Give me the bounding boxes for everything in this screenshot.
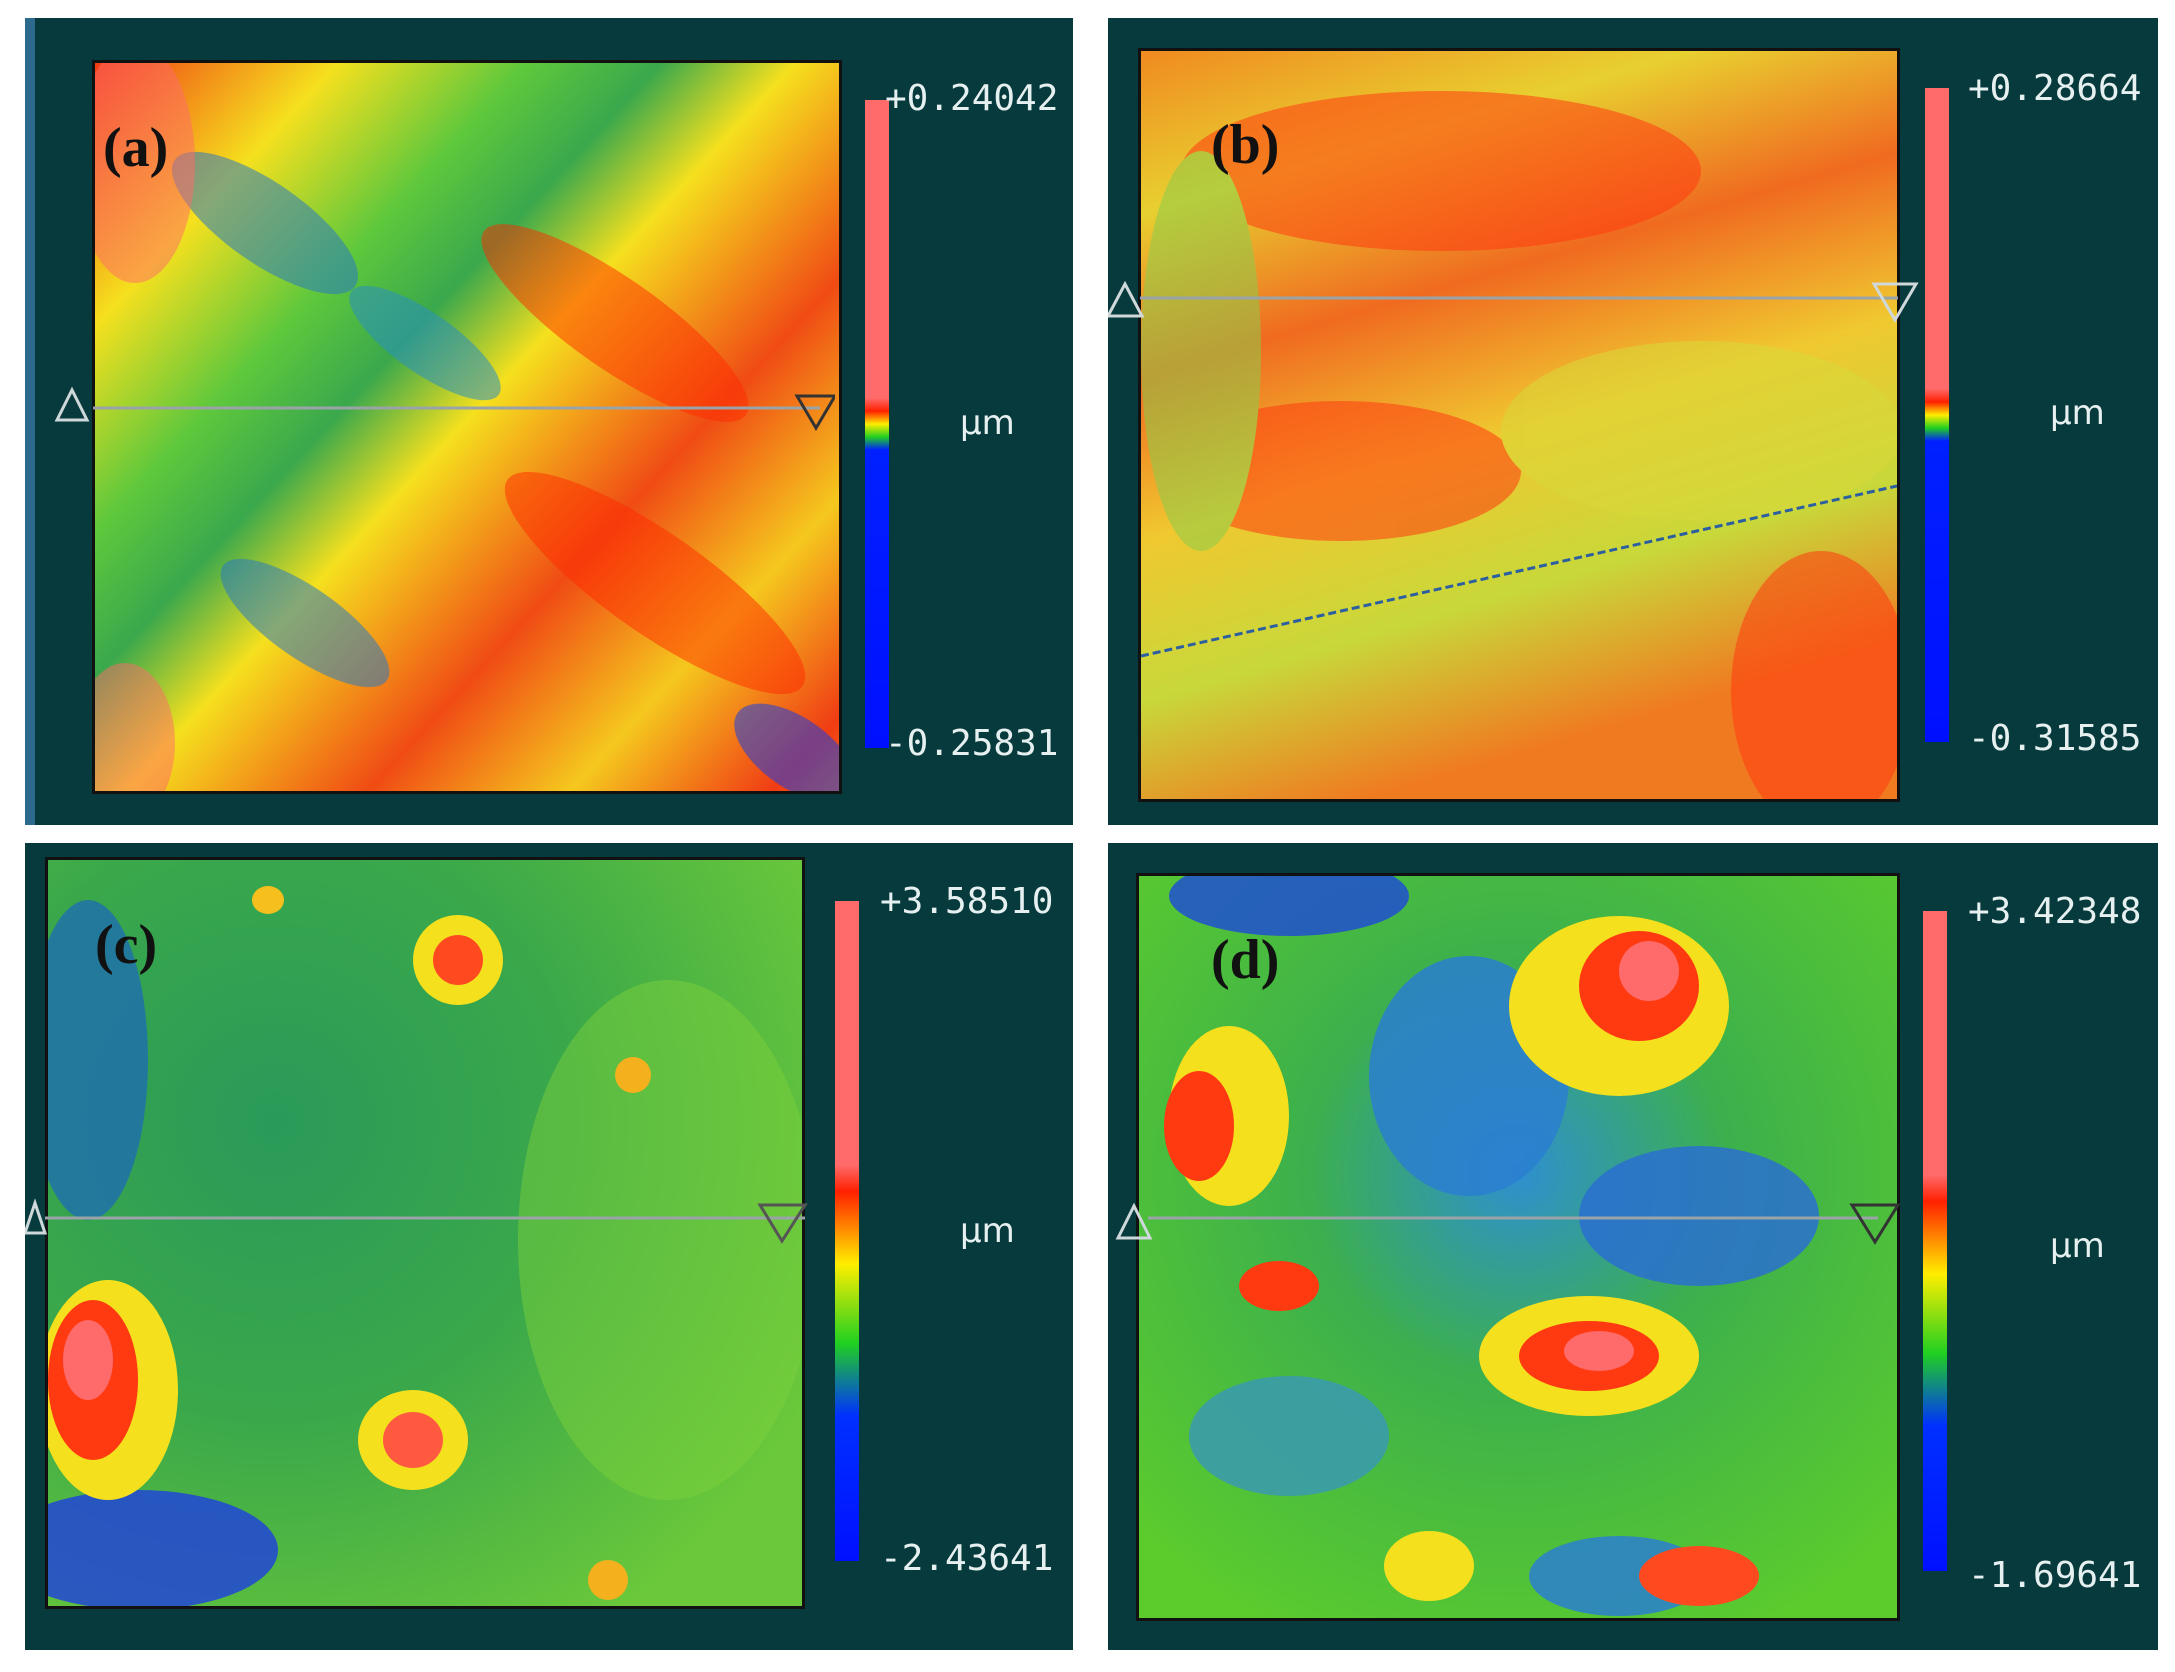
- panel-d: (d) +3.42348 µm -1.69641: [1108, 843, 2158, 1650]
- scale-max-b: +0.28664: [1968, 68, 2142, 109]
- color-scale-bar-c: [835, 901, 859, 1561]
- scale-max-a: +0.24042: [885, 78, 1059, 119]
- scale-min-a: -0.25831: [885, 723, 1059, 764]
- height-map-b: [1138, 48, 1900, 802]
- color-scale-bar-b: [1925, 88, 1949, 742]
- panel-label-d: (d): [1211, 929, 1280, 991]
- height-map-a: [92, 60, 842, 794]
- profile-line-a[interactable]: [35, 368, 835, 448]
- color-scale-bar-a: [865, 100, 889, 748]
- panel-a: (a) +0.24042 µm -0.25831: [25, 18, 1073, 825]
- scale-unit-b: µm: [2050, 393, 2105, 433]
- profile-line-d[interactable]: [1108, 1178, 1928, 1258]
- scale-max-c: +3.58510: [880, 881, 1054, 922]
- panel-b: (b) +0.28664 µm -0.31585: [1108, 18, 2158, 825]
- scale-max-d: +3.42348: [1968, 891, 2142, 932]
- scale-min-c: -2.43641: [880, 1538, 1054, 1579]
- panel-label-c: (c): [95, 914, 158, 976]
- height-map-d: [1136, 873, 1900, 1621]
- panel-c: (c) +3.58510 µm -2.43641: [25, 843, 1073, 1650]
- scale-min-d: -1.69641: [1968, 1555, 2142, 1596]
- scale-unit-d: µm: [2050, 1226, 2105, 1266]
- color-scale-bar-d: [1923, 911, 1947, 1571]
- height-map-c: [45, 857, 805, 1609]
- scale-unit-c: µm: [960, 1211, 1015, 1251]
- profile-line-b[interactable]: [1108, 258, 1928, 338]
- panel-label-a: (a): [103, 117, 169, 179]
- panel-label-b: (b): [1211, 114, 1280, 176]
- profile-line-c[interactable]: [25, 1183, 825, 1253]
- scale-min-b: -0.31585: [1968, 718, 2142, 759]
- scale-unit-a: µm: [960, 403, 1015, 443]
